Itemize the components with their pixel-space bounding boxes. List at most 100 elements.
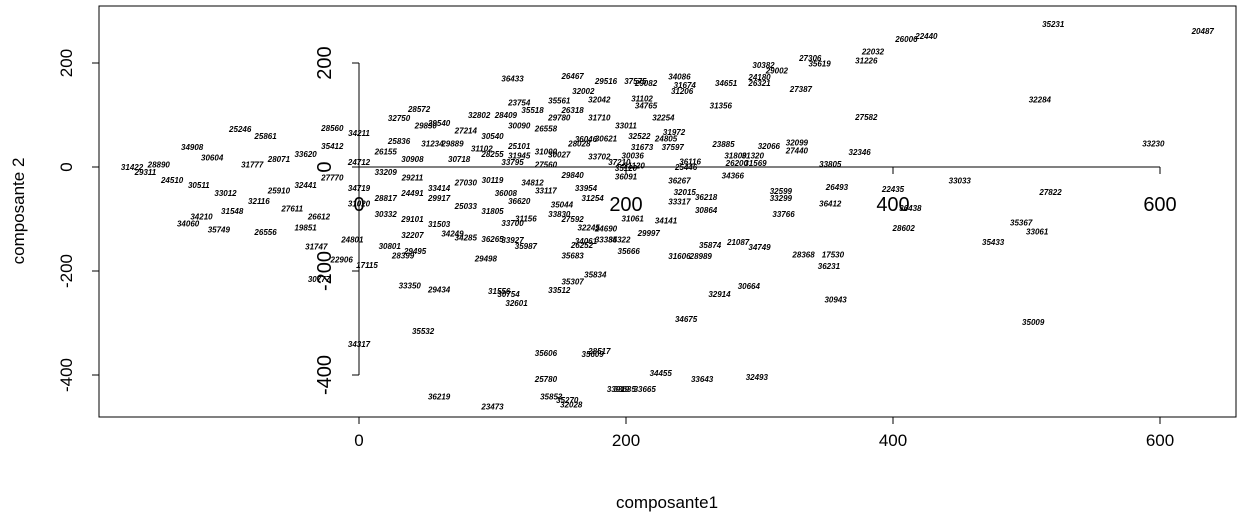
inner-x-tick-label: 400 <box>876 194 909 216</box>
point-label: 20487 <box>1191 27 1215 36</box>
point-label: 22906 <box>330 256 354 265</box>
point-label: 31710 <box>588 114 611 123</box>
point-label: 31805 <box>481 207 504 216</box>
point-label: 26556 <box>253 228 277 237</box>
point-label: 34651 <box>715 79 738 88</box>
point-label: 24801 <box>340 235 364 244</box>
point-label: 17115 <box>356 261 378 270</box>
point-label: 34366 <box>722 171 745 180</box>
point-label: 29917 <box>427 194 451 203</box>
point-label: 32914 <box>708 290 731 299</box>
point-label: 33700 <box>501 219 524 228</box>
point-label: 32042 <box>588 95 611 104</box>
point-label: 34141 <box>655 217 678 226</box>
point-label: 29516 <box>594 77 618 86</box>
point-label: 30801 <box>379 242 402 251</box>
point-label: 31000 <box>535 147 558 156</box>
point-label: 23754 <box>507 99 531 108</box>
point-label: 27387 <box>789 85 813 94</box>
point-label: 36219 <box>428 392 451 401</box>
point-label: 32750 <box>388 114 411 123</box>
point-label: 33117 <box>535 186 557 195</box>
point-label: 31234 <box>421 140 444 149</box>
point-label: 29498 <box>474 255 498 264</box>
point-label: 26200 <box>725 159 749 168</box>
point-label: 17530 <box>822 250 845 259</box>
point-label: 29101 <box>400 215 424 224</box>
point-label: 28028 <box>567 140 591 149</box>
point-label: 35666 <box>618 247 641 256</box>
point-label: 35749 <box>208 225 231 234</box>
point-label: 28399 <box>391 251 415 260</box>
point-label: 29540 <box>427 119 451 128</box>
point-label: 28409 <box>494 111 518 120</box>
point-label: 33702 <box>588 153 611 162</box>
point-label: 31422 <box>121 163 144 172</box>
point-label: 34249 <box>441 230 464 239</box>
point-label: 27611 <box>280 205 303 214</box>
point-label: 35609 <box>582 350 605 359</box>
y-tick-label: 0 <box>57 162 76 171</box>
point-label: 31102 <box>631 94 653 103</box>
point-label: 29495 <box>403 247 427 256</box>
point-label: 33012 <box>214 189 237 198</box>
point-label: 26558 <box>534 125 558 134</box>
point-label: 31020 <box>348 199 371 208</box>
point-label: 22435 <box>881 185 905 194</box>
y-axis: -400 -200 0 200 <box>57 49 99 392</box>
point-label: 27770 <box>320 173 344 182</box>
point-label: 25780 <box>534 375 558 384</box>
point-label: 35518 <box>521 106 544 115</box>
point-label: 30908 <box>401 155 424 164</box>
point-label: 28817 <box>374 194 398 203</box>
point-label: 30777 <box>308 275 331 284</box>
point-label: 32245 <box>577 223 600 232</box>
point-label: 35619 <box>808 60 831 69</box>
point-label: 25836 <box>387 137 411 146</box>
point-label: 28517 <box>587 347 611 356</box>
x-tick-label: 400 <box>879 431 907 450</box>
point-label: 35853 <box>540 392 563 401</box>
inner-x-tick-label: 200 <box>609 194 642 216</box>
point-label: 29082 <box>634 79 658 88</box>
point-label: 25446 <box>674 163 698 172</box>
point-label: 33665 <box>634 385 657 394</box>
point-label: 24690 <box>594 224 618 233</box>
point-label: 33385 <box>595 235 618 244</box>
point-label: 30090 <box>508 121 531 130</box>
point-label: 30718 <box>448 155 471 164</box>
y-tick-label: -400 <box>57 358 76 392</box>
point-label: 31777 <box>241 160 264 169</box>
point-label: 19851 <box>294 223 317 232</box>
point-label: 33317 <box>668 197 691 206</box>
point-label: 34211 <box>348 129 370 138</box>
point-label: 31673 <box>631 143 654 152</box>
point-label: 33635 <box>614 385 637 394</box>
point-label: 30664 <box>738 282 761 291</box>
point-label: 32601 <box>505 299 528 308</box>
point-label: 36091 <box>615 172 638 181</box>
point-label: 35307 <box>561 277 584 286</box>
point-label: 24180 <box>747 73 771 82</box>
point-label: 34061 <box>575 237 598 246</box>
point-label: 32802 <box>468 111 491 120</box>
y-tick-label: 200 <box>57 49 76 77</box>
point-label: 33350 <box>399 282 422 291</box>
point-label: 30027 <box>548 151 571 160</box>
point-label: 31674 <box>674 81 697 90</box>
point-label: 25910 <box>267 186 291 195</box>
point-label: 30332 <box>375 210 398 219</box>
point-label: 33414 <box>428 184 451 193</box>
point-label: 29002 <box>765 66 789 75</box>
point-label: 31747 <box>305 243 328 252</box>
point-label: 22440 <box>914 32 938 41</box>
point-label: 26321 <box>747 79 771 88</box>
point-label: 36231 <box>818 262 841 271</box>
point-label: 31548 <box>221 207 244 216</box>
point-label: 36218 <box>695 193 718 202</box>
inner-y-tick-label: 200 <box>314 46 336 79</box>
point-label: 32116 <box>248 197 270 206</box>
point-label: 35606 <box>535 349 558 358</box>
